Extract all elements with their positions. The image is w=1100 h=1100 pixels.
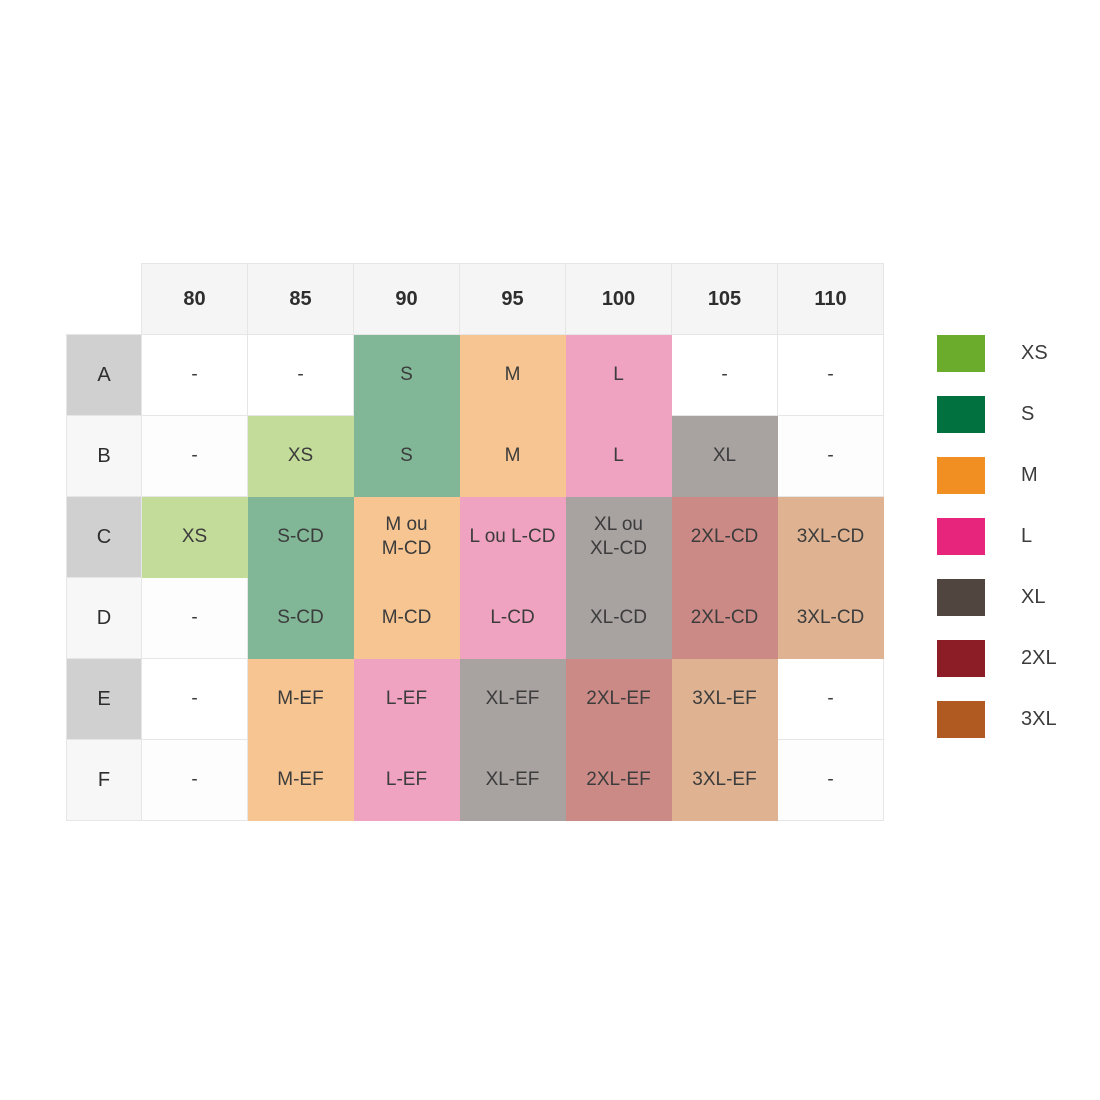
row-header-B: B — [66, 415, 142, 497]
legend-item-XL: XL — [937, 579, 1057, 616]
column-header-80: 80 — [141, 263, 248, 335]
table-cell-size: 3XL-CD — [777, 577, 884, 659]
legend-label: L — [1021, 525, 1033, 547]
table-row: B - XS S M L XL - — [66, 415, 884, 497]
table-cell-size: XL ou XL-CD — [565, 496, 672, 578]
table-cell-size: L — [565, 334, 672, 416]
column-header-95: 95 — [459, 263, 566, 335]
table-cell-size: L — [565, 415, 672, 497]
table-cell-empty: - — [777, 739, 884, 821]
table-cell-empty: - — [141, 577, 248, 659]
table-cell-size: XS — [247, 415, 354, 497]
table-cell-size: 3XL-CD — [777, 496, 884, 578]
legend-item-XS: XS — [937, 335, 1057, 372]
legend-item-2XL: 2XL — [937, 640, 1057, 677]
table-cell-size: S — [353, 415, 460, 497]
legend-swatch-icon — [937, 457, 985, 494]
table-cell-size: XL-CD — [565, 577, 672, 659]
table-cell-empty: - — [777, 334, 884, 416]
legend-swatch-icon — [937, 396, 985, 433]
table-cell-size: 2XL-CD — [671, 496, 778, 578]
legend-label: 3XL — [1021, 708, 1057, 730]
row-header-F: F — [66, 739, 142, 821]
table-cell-size: S-CD — [247, 496, 354, 578]
table-cell-size: 3XL-EF — [671, 658, 778, 740]
table-corner-cell — [66, 263, 142, 335]
table-cell-size: XS — [141, 496, 248, 578]
legend-label: M — [1021, 464, 1038, 486]
table-cell-size: L-EF — [353, 739, 460, 821]
table-cell-empty: - — [141, 334, 248, 416]
table-cell-size: M — [459, 334, 566, 416]
table-cell-size: 2XL-CD — [671, 577, 778, 659]
table-cell-size: XL — [671, 415, 778, 497]
table-row: F - M-EF L-EF XL-EF 2XL-EF 3XL-EF - — [66, 739, 884, 821]
table-cell-size: L-CD — [459, 577, 566, 659]
legend-swatch-icon — [937, 701, 985, 738]
table-cell-size: S — [353, 334, 460, 416]
row-header-C: C — [66, 496, 142, 578]
legend-label: 2XL — [1021, 647, 1057, 669]
table-cell-size: 3XL-EF — [671, 739, 778, 821]
legend-item-L: L — [937, 518, 1057, 555]
column-header-90: 90 — [353, 263, 460, 335]
column-header-85: 85 — [247, 263, 354, 335]
table-cell-size: XL-EF — [459, 658, 566, 740]
column-header-100: 100 — [565, 263, 672, 335]
table-cell-size: M ou M-CD — [353, 496, 460, 578]
table-cell-empty: - — [777, 415, 884, 497]
table-cell-size: 2XL-EF — [565, 739, 672, 821]
legend-swatch-icon — [937, 335, 985, 372]
column-header-110: 110 — [777, 263, 884, 335]
table-cell-size: XL-EF — [459, 739, 566, 821]
size-legend: XS S M L XL 2XL 3XL — [937, 335, 1057, 738]
table-header-row: 80 85 90 95 100 105 110 — [66, 263, 884, 335]
table-header: 80 85 90 95 100 105 110 — [66, 263, 884, 335]
table-cell-size: S-CD — [247, 577, 354, 659]
table-cell-size: M-EF — [247, 658, 354, 740]
size-chart-table: 80 85 90 95 100 105 110 A - - S M L - - B - XS S M L XL - C XS S… — [66, 263, 884, 821]
table-cell-size: L-EF — [353, 658, 460, 740]
table-cell-empty: - — [141, 415, 248, 497]
row-header-D: D — [66, 577, 142, 659]
table-cell-size: M — [459, 415, 566, 497]
legend-item-3XL: 3XL — [937, 701, 1057, 738]
table-cell-size: M-CD — [353, 577, 460, 659]
table-row: C XS S-CD M ou M-CD L ou L-CD XL ou XL-CD 2XL-… — [66, 496, 884, 578]
table-row: E - M-EF L-EF XL-EF 2XL-EF 3XL-EF - — [66, 658, 884, 740]
row-header-A: A — [66, 334, 142, 416]
legend-swatch-icon — [937, 579, 985, 616]
table-cell-empty: - — [247, 334, 354, 416]
table-cell-empty: - — [777, 658, 884, 740]
table-cell-size: 2XL-EF — [565, 658, 672, 740]
table-cell-empty: - — [671, 334, 778, 416]
legend-item-M: M — [937, 457, 1057, 494]
legend-swatch-icon — [937, 518, 985, 555]
table-cell-empty: - — [141, 658, 248, 740]
table-cell-empty: - — [141, 739, 248, 821]
row-header-E: E — [66, 658, 142, 740]
column-header-105: 105 — [671, 263, 778, 335]
legend-label: XL — [1021, 586, 1046, 608]
table-body: A - - S M L - - B - XS S M L XL - C XS S-CD M ou M-CD L ou L… — [66, 334, 884, 821]
table-row: D - S-CD M-CD L-CD XL-CD 2XL-CD 3XL-CD — [66, 577, 884, 659]
table-cell-size: L ou L-CD — [459, 496, 566, 578]
legend-swatch-icon — [937, 640, 985, 677]
table-cell-size: M-EF — [247, 739, 354, 821]
legend-label: XS — [1021, 342, 1048, 364]
legend-label: S — [1021, 403, 1035, 425]
legend-item-S: S — [937, 396, 1057, 433]
